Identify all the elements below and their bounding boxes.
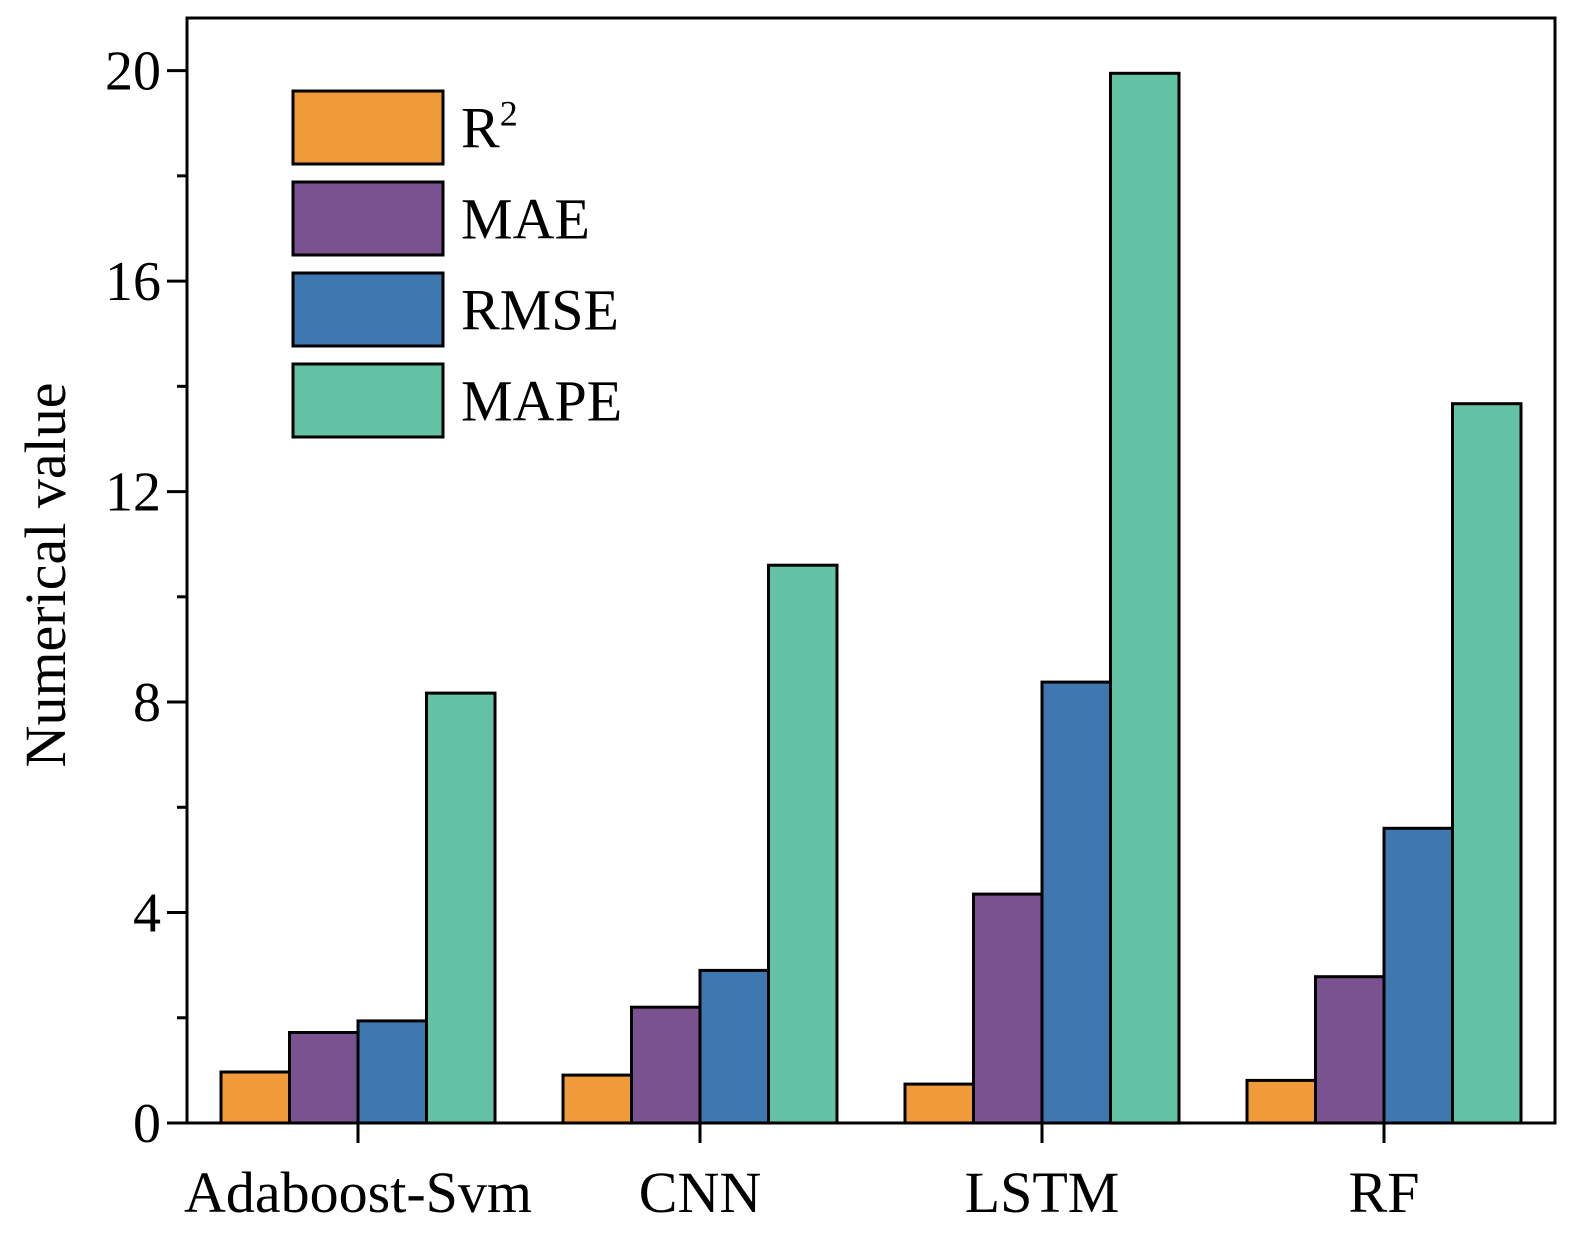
y-tick-label: 16 — [105, 251, 161, 313]
x-tick-label: CNN — [639, 1160, 761, 1225]
legend-swatch-mae — [291, 180, 445, 257]
x-tick-label: RF — [1349, 1160, 1420, 1225]
legend-swatch-rmse — [291, 271, 445, 348]
bar-mape-cnn — [767, 563, 839, 1125]
y-tick-label: 0 — [133, 1093, 161, 1155]
legend-swatch-mape — [291, 362, 445, 439]
bar-r-adaboost-svm — [219, 1070, 291, 1125]
bar-r-rf — [1245, 1078, 1317, 1125]
y-axis-label: Numerical value — [13, 383, 78, 768]
bar-r-cnn — [561, 1073, 633, 1125]
bar-mape-rf — [1451, 402, 1523, 1125]
x-tick-label: LSTM — [965, 1160, 1120, 1225]
bar-mae-rf — [1314, 975, 1386, 1125]
legend-superscript: 2 — [500, 94, 518, 134]
bar-mae-adaboost-svm — [288, 1031, 360, 1125]
axes-group: Adaboost-Svm CNN LSTM RF 0 4 8 12 16 20 — [105, 16, 1557, 1225]
bar-r-lstm — [903, 1082, 975, 1125]
legend-label-mape: MAPE — [461, 369, 622, 434]
plot-frame — [185, 16, 1557, 1125]
legend-label-rmse: RMSE — [461, 278, 619, 343]
y-tick-label: 20 — [105, 41, 161, 103]
y-tick-label: 4 — [133, 883, 161, 945]
bar-rmse-lstm — [1040, 680, 1112, 1125]
bars-group — [219, 71, 1523, 1125]
bar-mape-lstm — [1109, 71, 1181, 1125]
bar-mae-cnn — [630, 1005, 702, 1125]
y-tick-label: 12 — [105, 462, 161, 524]
legend-label-mae: MAE — [461, 187, 590, 252]
bar-mape-adaboost-svm — [425, 691, 497, 1125]
x-tick-label: Adaboost-Svm — [184, 1160, 532, 1225]
bar-rmse-cnn — [698, 968, 770, 1125]
bar-rmse-rf — [1382, 826, 1454, 1125]
bar-rmse-adaboost-svm — [356, 1019, 428, 1125]
legend-swatch-r — [291, 89, 445, 166]
y-tick-label: 8 — [133, 672, 161, 734]
bar-mae-lstm — [972, 892, 1044, 1125]
